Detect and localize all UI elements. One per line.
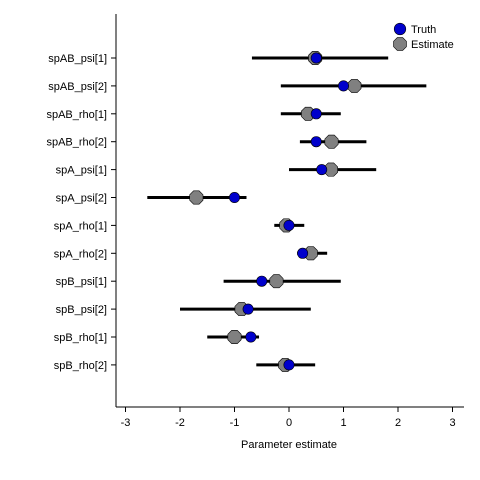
x-tick-label: -3 <box>121 417 131 429</box>
estimate-point <box>227 330 242 344</box>
axis-layer <box>115 14 464 408</box>
truth-point <box>310 136 322 148</box>
legend-estimate-marker <box>393 37 407 51</box>
legend: Truth Estimate <box>393 22 454 51</box>
truth-point <box>242 303 254 315</box>
truth-point <box>229 192 241 204</box>
legend-truth-label: Truth <box>411 24 436 36</box>
truth-point <box>310 108 322 120</box>
y-tick-label: spA_psi[1] <box>56 165 107 177</box>
x-tick-label: 3 <box>449 417 455 429</box>
y-tick-label: spAB_psi[2] <box>48 81 107 93</box>
y-tick-labels: spAB_psi[1] spAB_psi[2] spAB_rho[1] spAB_rh… <box>46 53 116 372</box>
truth-point <box>316 164 328 176</box>
truth-point <box>337 80 349 92</box>
y-tick-label: spB_psi[1] <box>56 276 107 288</box>
point-layer <box>189 51 362 372</box>
ci-layer <box>147 56 427 367</box>
x-tick-label: 2 <box>395 417 401 429</box>
estimate-point <box>324 134 339 149</box>
x-ticks: -3 -2 -1 0 1 2 3 <box>121 407 456 429</box>
y-tick-label: spB_rho[2] <box>54 360 107 372</box>
truth-point <box>256 275 268 287</box>
y-tick-label: spAB_rho[2] <box>46 137 107 149</box>
estimate-point <box>189 190 204 205</box>
y-tick-label: spAB_rho[1] <box>46 109 107 121</box>
legend-truth-marker <box>393 22 407 36</box>
truth-point <box>283 219 295 231</box>
y-tick-label: spB_psi[2] <box>56 304 107 316</box>
x-tick-label: 0 <box>286 417 292 429</box>
y-tick-label: spA_rho[1] <box>54 220 107 232</box>
x-tick-label: 1 <box>340 417 346 429</box>
truth-point <box>310 52 322 64</box>
y-tick-label: spB_rho[1] <box>54 332 107 344</box>
truth-point <box>297 247 309 259</box>
truth-point <box>245 331 257 343</box>
estimate-point <box>347 78 362 93</box>
y-tick-label: spA_psi[2] <box>56 193 107 205</box>
legend-estimate-label: Estimate <box>411 39 454 51</box>
x-tick-label: -2 <box>175 417 185 429</box>
x-tick-label: -1 <box>230 417 240 429</box>
y-tick-label: spAB_psi[1] <box>48 53 107 65</box>
estimate-point <box>269 274 284 289</box>
truth-point <box>283 359 295 371</box>
x-axis-title: Parameter estimate <box>241 439 337 451</box>
y-tick-label: spA_rho[2] <box>54 248 107 260</box>
